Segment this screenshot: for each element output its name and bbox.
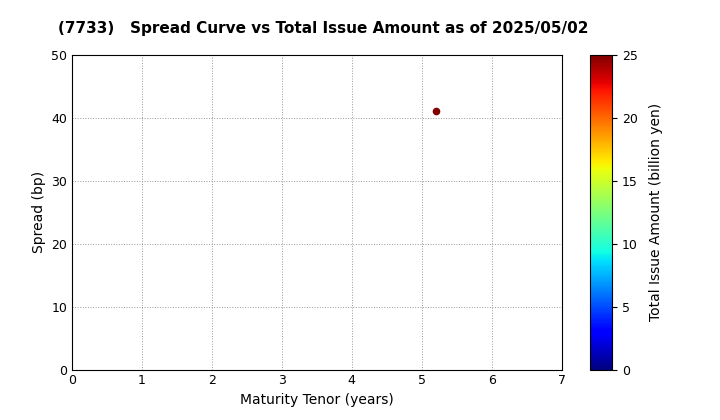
X-axis label: Maturity Tenor (years): Maturity Tenor (years) [240, 393, 394, 407]
Text: (7733)   Spread Curve vs Total Issue Amount as of 2025/05/02: (7733) Spread Curve vs Total Issue Amoun… [58, 21, 588, 36]
Y-axis label: Total Issue Amount (billion yen): Total Issue Amount (billion yen) [649, 103, 662, 321]
Point [430, 108, 441, 115]
Y-axis label: Spread (bp): Spread (bp) [32, 171, 45, 253]
